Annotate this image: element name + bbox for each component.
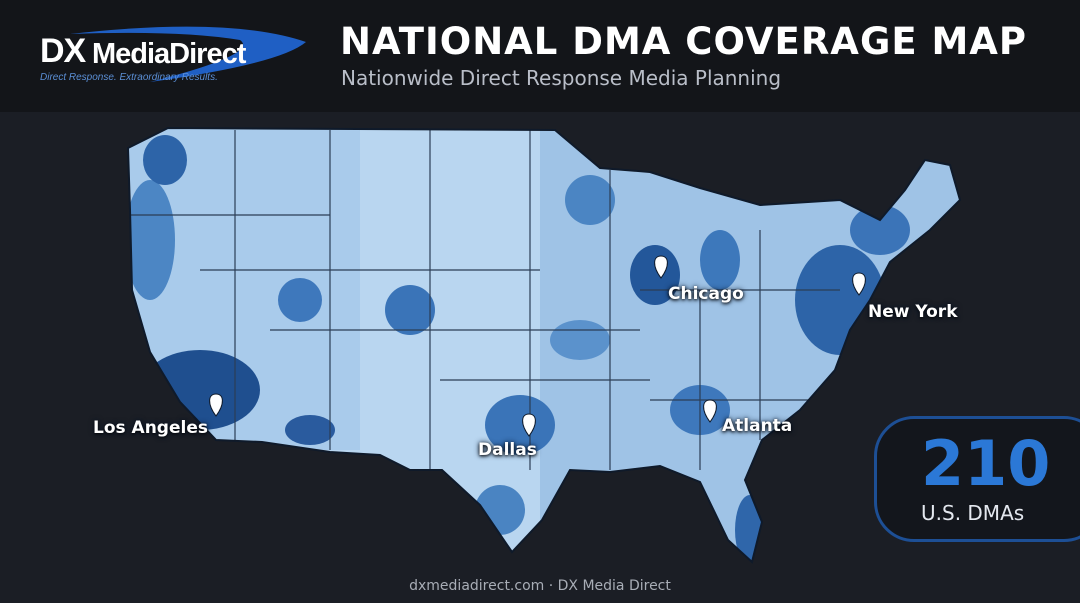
city-label: New York (868, 302, 958, 322)
logo-name: MediaDirect (92, 38, 246, 70)
title: NATIONAL DMA COVERAGE MAP (340, 20, 1028, 63)
logo-tagline: Direct Response. Extraordinary Results. (40, 72, 218, 83)
city-pins (209, 255, 866, 437)
logo-swoosh (70, 26, 306, 82)
header: DX MediaDirect Direct Response. Extraord… (0, 0, 1080, 112)
state-borders (130, 130, 840, 470)
city-label: Los Angeles (93, 418, 208, 438)
city-label: Dallas (478, 440, 537, 460)
city-label: Atlanta (722, 416, 793, 436)
logo-mark: DX (40, 32, 86, 70)
footer: dxmediadirect.com · DX Media Direct (409, 578, 671, 594)
city-label: Chicago (668, 284, 744, 304)
stat-label: U.S. DMAs (921, 501, 1025, 525)
logo: DX MediaDirect Direct Response. Extraord… (30, 24, 310, 94)
stat-badge: 210 U.S. DMAs (874, 416, 1080, 542)
stat-value: 210 (921, 427, 1051, 500)
map-shading (128, 128, 960, 562)
subtitle: Nationwide Direct Response Media Plannin… (341, 66, 782, 90)
